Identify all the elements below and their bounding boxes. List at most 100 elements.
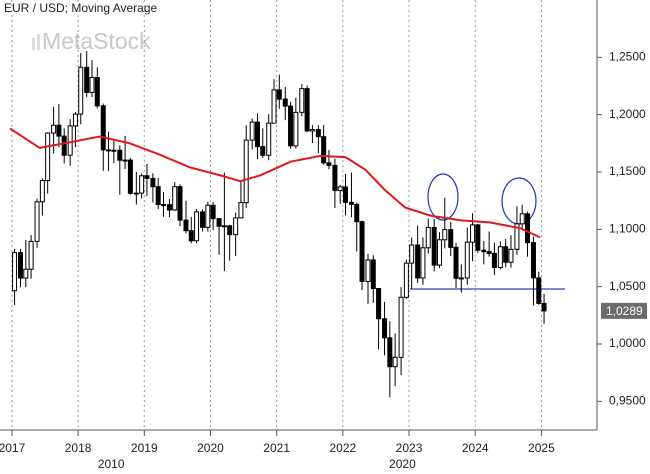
candle-body — [221, 225, 227, 228]
last-price-label: 1,0289 — [606, 304, 643, 318]
candle-body — [56, 124, 62, 137]
candle-body — [183, 219, 189, 232]
candle-body — [288, 105, 294, 147]
x-tick-label: 2022 — [329, 441, 356, 455]
candle-body — [420, 247, 426, 279]
candle-body — [127, 159, 133, 194]
last-price-box — [601, 302, 647, 319]
candle-body — [155, 186, 161, 205]
candle-body — [409, 244, 415, 264]
candle-body — [491, 252, 497, 269]
x-tick-label: 2025 — [528, 441, 555, 455]
candle-body — [243, 139, 249, 204]
candle-body — [34, 201, 40, 242]
candle-body — [28, 240, 34, 270]
candle-body — [293, 111, 299, 147]
candle-body — [342, 186, 348, 203]
y-tick-label: 1,0500 — [609, 279, 646, 293]
y-tick-label: 1,2500 — [609, 50, 646, 64]
candle-body — [475, 224, 481, 251]
candle-body — [271, 89, 277, 124]
candle-body — [354, 203, 360, 223]
candle-body — [519, 213, 525, 225]
candle-body — [431, 226, 437, 266]
x-tick-label: 2023 — [396, 441, 423, 455]
candle-body — [304, 88, 310, 132]
candle-body — [45, 132, 51, 182]
candle-body — [497, 246, 503, 269]
candle-body — [332, 164, 338, 192]
candle-body — [392, 356, 398, 368]
watermark-logo — [32, 34, 40, 50]
candle-body — [398, 296, 404, 358]
candle-body — [216, 218, 222, 227]
candle-body — [23, 268, 29, 279]
candle-body — [276, 89, 282, 100]
candle-body — [227, 225, 233, 236]
candle-body — [139, 175, 145, 194]
x-tick-label: 2020 — [197, 441, 224, 455]
candle-body — [177, 186, 183, 221]
candle-body — [359, 221, 365, 283]
candle-body — [72, 113, 78, 127]
annotation-circle — [427, 173, 459, 221]
candle-body — [238, 202, 244, 219]
candle-body — [486, 251, 492, 254]
watermark: MetaStock — [42, 28, 151, 54]
candle-body — [387, 337, 393, 368]
candle-body — [376, 288, 382, 320]
candle-body — [100, 105, 106, 151]
candle-body — [315, 129, 321, 138]
candle-body — [470, 224, 476, 243]
candle-body — [514, 223, 520, 250]
candle-body — [508, 248, 514, 263]
y-tick-label: 1,1500 — [609, 164, 646, 178]
candle-body — [39, 180, 45, 203]
candle-body — [503, 246, 509, 263]
candle-body — [309, 129, 315, 132]
candle-body — [12, 252, 18, 292]
candle-body — [403, 262, 409, 298]
candle-body — [133, 192, 139, 195]
candle-body — [425, 226, 431, 249]
candle-body — [299, 88, 305, 113]
x2-tick-label: 2020 — [389, 457, 416, 471]
candle-body — [249, 121, 255, 141]
candle-body — [188, 230, 194, 242]
y-tick-label: 0,9500 — [609, 394, 646, 408]
candle-body — [436, 239, 442, 266]
candle-body — [117, 149, 123, 161]
candle-body — [448, 229, 454, 248]
candle-body — [348, 201, 354, 205]
candle-body — [67, 125, 73, 156]
candle-body — [172, 186, 178, 211]
candle-body — [150, 177, 156, 188]
candle-body — [365, 259, 371, 283]
candle-body — [321, 136, 327, 164]
candle-body — [18, 252, 24, 279]
y-tick-label: 1,2000 — [609, 107, 646, 121]
candle-body — [122, 159, 128, 162]
y-tick-label: 1,1000 — [609, 222, 646, 236]
candle-body — [415, 244, 421, 279]
y-tick-label: 1,0000 — [609, 336, 646, 350]
candle-body — [200, 211, 206, 228]
annotation-circle — [501, 177, 537, 225]
candle-body — [326, 162, 332, 166]
candle-body — [536, 277, 542, 304]
x-tick-label: 2021 — [263, 441, 290, 455]
candle-body — [84, 66, 90, 93]
candle-body — [111, 149, 117, 152]
candle-body — [266, 122, 272, 156]
candle-body — [160, 203, 166, 206]
candle-body — [78, 66, 84, 115]
x-tick-label: 2018 — [65, 441, 92, 455]
candle-body — [94, 77, 100, 107]
moving-average-line — [9, 127, 541, 239]
candle-body — [205, 204, 211, 228]
candle-body — [442, 229, 448, 241]
x-tick-label: 2024 — [462, 441, 489, 455]
candle-body — [106, 149, 112, 152]
candle-body — [541, 302, 547, 312]
